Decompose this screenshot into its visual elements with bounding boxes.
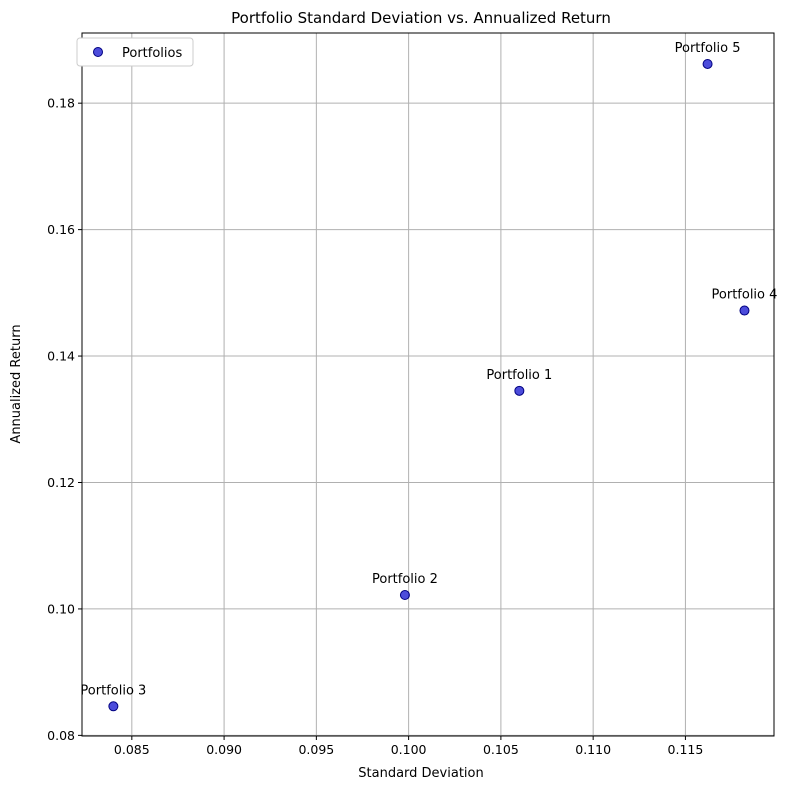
data-point [399, 590, 410, 601]
x-tick-label: 0.115 [668, 742, 704, 757]
point-label: Portfolio 4 [712, 288, 778, 303]
data-point [514, 385, 525, 396]
y-tick-label: 0.12 [47, 475, 75, 490]
point-labels: Portfolio 1 Portfolio 2 Portfolio 3 Portfol… [80, 41, 777, 698]
x-tick-label: 0.095 [298, 742, 334, 757]
data-point [108, 701, 119, 712]
x-tick-label: 0.100 [391, 742, 427, 757]
x-axis-ticks: 0.085 0.090 0.095 0.100 0.105 0.110 0.115 [114, 736, 703, 757]
x-tick-label: 0.110 [575, 742, 611, 757]
y-axis-ticks: 0.08 0.10 0.12 0.14 0.16 0.18 [47, 96, 82, 743]
x-tick-label: 0.105 [483, 742, 519, 757]
plot-frame [81, 32, 775, 737]
data-point [739, 305, 750, 316]
y-tick-label: 0.16 [47, 222, 75, 237]
y-tick-label: 0.14 [47, 349, 75, 364]
legend-marker [93, 47, 103, 57]
point-label: Portfolio 5 [675, 41, 741, 56]
x-tick-label: 0.090 [206, 742, 242, 757]
point-label: Portfolio 3 [80, 683, 146, 698]
y-tick-label: 0.08 [47, 728, 75, 743]
point-label: Portfolio 1 [486, 368, 552, 383]
legend-label: Portfolios [122, 46, 182, 61]
legend-box [76, 37, 194, 67]
data-points [108, 58, 750, 712]
chart-title: Portfolio Standard Deviation vs. Annuali… [231, 9, 611, 27]
legend: Portfolios [76, 37, 194, 67]
grid [82, 33, 774, 736]
x-tick-label: 0.085 [114, 742, 150, 757]
data-point [702, 58, 713, 69]
x-axis-label: Standard Deviation [358, 766, 483, 781]
point-label: Portfolio 2 [372, 572, 438, 587]
y-axis-label: Annualized Return [9, 324, 24, 443]
y-tick-label: 0.18 [47, 96, 75, 111]
y-tick-label: 0.10 [47, 601, 75, 616]
